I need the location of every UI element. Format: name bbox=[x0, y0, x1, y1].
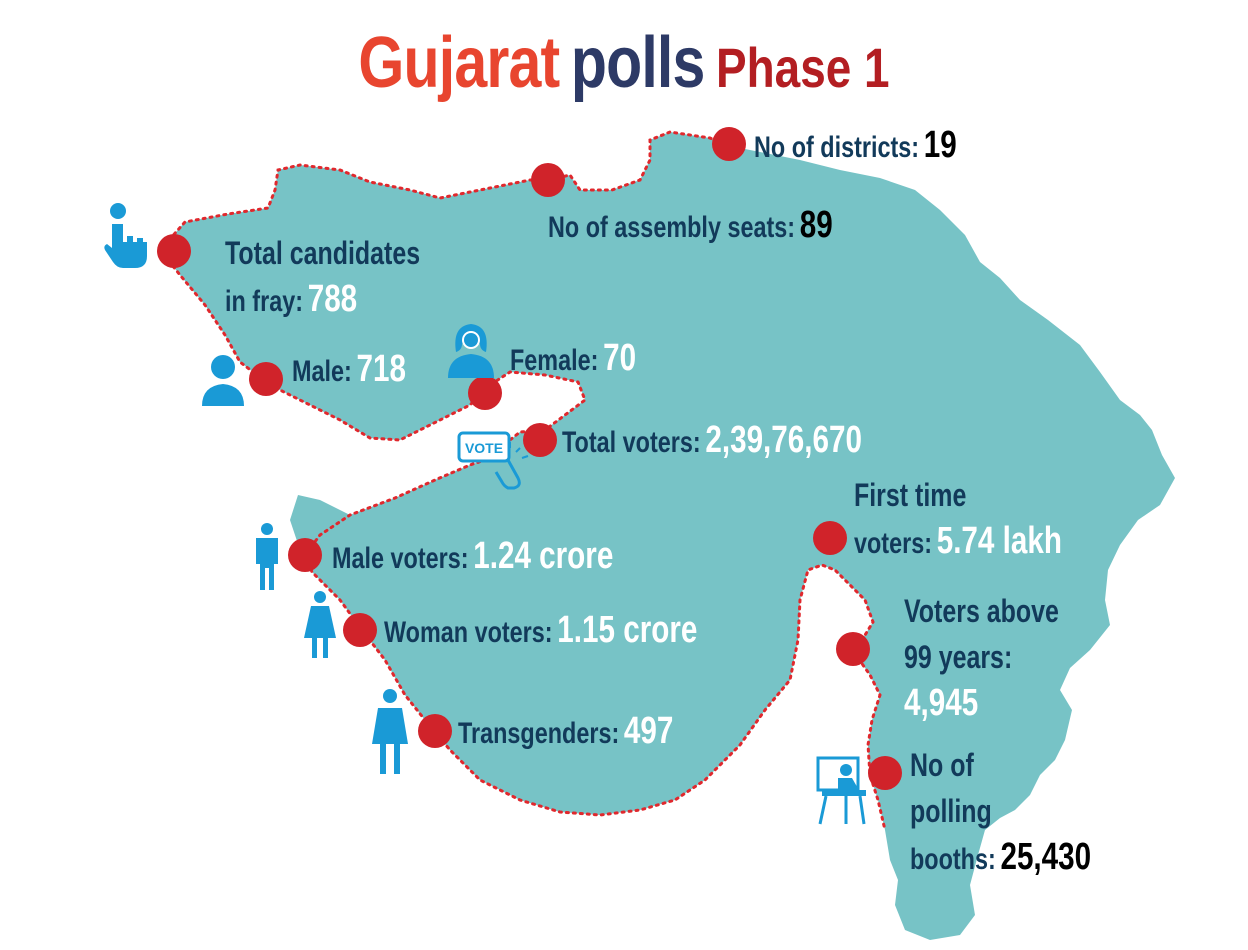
stat-male-voters-label: Male voters: bbox=[332, 542, 469, 575]
stat-booths-label-line3: booths: bbox=[910, 843, 996, 876]
stat-above99-label-line2: 99 years: bbox=[904, 639, 1013, 675]
stat-male-value: 718 bbox=[356, 348, 406, 390]
marker-booths bbox=[868, 756, 902, 790]
stat-first-time: First time voters: 5.74 lakh bbox=[854, 472, 1062, 567]
marker-above99 bbox=[836, 632, 870, 666]
stat-total-voters: Total voters: 2,39,76,670 bbox=[562, 417, 862, 466]
stat-woman-voters: Woman voters: 1.15 crore bbox=[384, 607, 697, 656]
gujarat-coast-dotted-line-2 bbox=[158, 248, 887, 832]
stat-male-voters-value: 1.24 crore bbox=[473, 535, 614, 577]
stat-candidates-value: 788 bbox=[307, 278, 358, 320]
stat-woman-voters-value: 1.15 crore bbox=[557, 609, 698, 651]
marker-male bbox=[249, 362, 283, 396]
page-title: Gujarat polls Phase 1 bbox=[112, 22, 1135, 104]
stat-first-time-label-line1: First time bbox=[854, 477, 967, 513]
hand-pointer-icon bbox=[104, 203, 147, 268]
stat-booths-label-line2: polling bbox=[910, 793, 992, 829]
marker-candidates bbox=[157, 234, 191, 268]
stat-districts-label: No of districts: bbox=[754, 131, 920, 164]
stat-districts: No of districts: 19 bbox=[754, 122, 957, 171]
gujarat-coast-dotted-line bbox=[158, 130, 732, 252]
stat-candidates-label-line1: Total candidates bbox=[225, 235, 421, 271]
marker-districts bbox=[712, 127, 746, 161]
stat-female-value: 70 bbox=[603, 337, 637, 379]
stat-above99: Voters above 99 years: 4,945 bbox=[904, 588, 1059, 727]
marker-female bbox=[468, 376, 502, 410]
marker-woman-voters bbox=[343, 613, 377, 647]
stat-seats-value: 89 bbox=[799, 204, 833, 246]
transgender-icon bbox=[372, 689, 408, 774]
stat-total-voters-label: Total voters: bbox=[562, 426, 701, 459]
stat-male-voters: Male voters: 1.24 crore bbox=[332, 533, 613, 582]
stat-first-time-label-line2: voters: bbox=[854, 527, 933, 560]
polling-booth-icon bbox=[816, 756, 866, 825]
stat-seats: No of assembly seats: 89 bbox=[548, 202, 833, 251]
stat-first-time-value: 5.74 lakh bbox=[936, 520, 1062, 562]
title-phase: Phase 1 bbox=[715, 36, 890, 99]
title-polls: polls bbox=[570, 23, 705, 103]
markers bbox=[157, 127, 902, 790]
vote-card-text: VOTE bbox=[465, 440, 503, 456]
stat-male-label: Male: bbox=[292, 355, 352, 388]
stat-booths-label-line1: No of bbox=[910, 747, 974, 783]
stat-candidates-label-line2: in fray: bbox=[225, 285, 304, 318]
stat-candidates: Total candidates in fray: 788 bbox=[225, 230, 420, 325]
title-gujarat: Gujarat bbox=[358, 23, 560, 103]
marker-male-voters bbox=[288, 538, 322, 572]
stat-female-label: Female: bbox=[510, 344, 599, 377]
man-icon bbox=[256, 523, 278, 590]
gujarat-map-shape bbox=[160, 132, 1175, 940]
stat-districts-value: 19 bbox=[923, 124, 957, 166]
marker-total-voters bbox=[523, 423, 557, 457]
marker-first-time bbox=[813, 521, 847, 555]
stat-transgenders-label: Transgenders: bbox=[458, 717, 620, 750]
stat-seats-label: No of assembly seats: bbox=[548, 211, 796, 244]
stat-booths-value: 25,430 bbox=[1000, 836, 1092, 878]
stat-above99-label-line1: Voters above bbox=[904, 593, 1059, 629]
stat-booths: No of polling booths: 25,430 bbox=[910, 742, 1091, 883]
stat-total-voters-value: 2,39,76,670 bbox=[705, 419, 862, 461]
stat-male: Male: 718 bbox=[292, 346, 406, 395]
male-avatar-icon bbox=[202, 355, 244, 406]
stat-woman-voters-label: Woman voters: bbox=[384, 616, 553, 649]
stat-transgenders: Transgenders: 497 bbox=[458, 708, 673, 757]
stat-above99-value: 4,945 bbox=[904, 682, 979, 724]
vote-card-icon: VOTE bbox=[457, 431, 529, 490]
woman-icon bbox=[304, 591, 336, 658]
marker-seats bbox=[531, 163, 565, 197]
female-avatar-icon bbox=[448, 324, 494, 378]
marker-transgenders bbox=[418, 714, 452, 748]
stat-female: Female: 70 bbox=[510, 335, 636, 384]
stat-transgenders-value: 497 bbox=[623, 710, 674, 752]
